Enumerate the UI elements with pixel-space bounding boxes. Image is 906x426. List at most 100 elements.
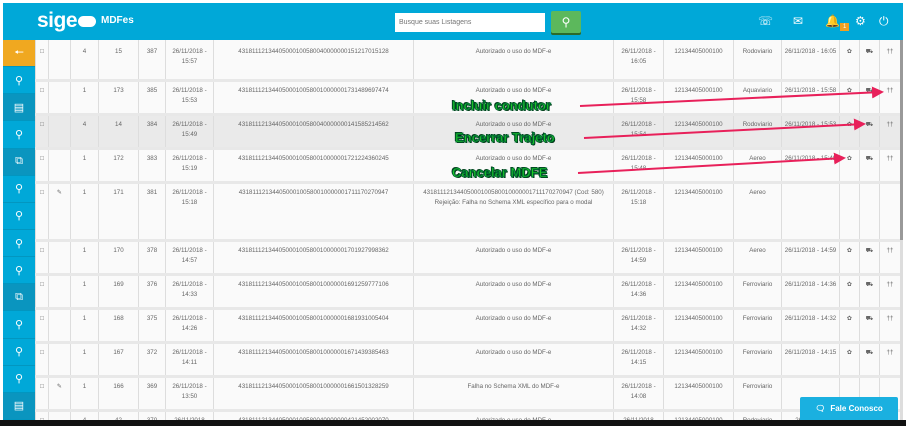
chat-icon: 🗨 xyxy=(815,404,826,413)
cell-numero: 14 xyxy=(98,112,139,149)
add-driver-icon[interactable]: †† xyxy=(879,40,901,81)
table-row[interactable]: □ 1 168 375 26/11/2018 - 14:26 43181112134405… xyxy=(35,306,901,343)
row-checkbox[interactable]: □ xyxy=(35,180,49,241)
cell-cnpj: 12134405000100 xyxy=(663,272,734,309)
cancel-mdfe-icon[interactable]: ✿ xyxy=(839,340,860,377)
edit-icon[interactable]: ✎ xyxy=(48,374,71,411)
truck-icon[interactable]: ⛟ xyxy=(859,272,880,309)
search-input[interactable] xyxy=(395,13,545,32)
row-checkbox[interactable]: □ xyxy=(35,238,49,275)
add-driver-icon[interactable]: †† xyxy=(879,272,901,309)
cell-data-autorizacao: 26/11/2018 - 14:15 xyxy=(613,340,664,377)
cancel-mdfe-icon[interactable]: ✿ xyxy=(839,306,860,343)
add-driver-icon[interactable]: †† xyxy=(879,238,901,275)
sidebar-item-document[interactable]: ▤ xyxy=(3,392,35,420)
search-icon: ⚲ xyxy=(14,183,24,196)
sidebar-item-search[interactable]: ⚲ xyxy=(3,175,35,203)
row-checkbox[interactable]: □ xyxy=(35,146,49,183)
table-row[interactable]: □ 1 169 376 26/11/2018 - 14:33 43181112134405… xyxy=(35,272,901,309)
cell-data-autorizacao: 26/11/2018 xyxy=(613,408,664,420)
cell-data-autorizacao: 26/11/2018 - 15:58 xyxy=(613,78,664,115)
cancel-mdfe-icon[interactable]: ✿ xyxy=(839,272,860,309)
table-row[interactable]: □ 1 173 385 26/11/2018 - 15:53 43181112134405… xyxy=(35,78,901,115)
truck-icon[interactable]: ⛟ xyxy=(859,112,880,149)
table-row[interactable]: □ 1 167 372 26/11/2018 - 14:11 43181112134405… xyxy=(35,340,901,377)
sidebar-item-search[interactable]: ⚲ xyxy=(3,365,35,393)
sidebar-item-search[interactable]: ⚲ xyxy=(3,229,35,258)
cell-status: Autorizado o uso do MDF-e xyxy=(413,340,614,377)
row-checkbox[interactable]: □ xyxy=(35,272,49,309)
sidebar-item-search[interactable]: ⚲ xyxy=(3,202,35,230)
row-checkbox[interactable]: □ xyxy=(35,40,49,81)
table-row[interactable]: □ ✎ 1 166 369 26/11/2018 - 13:50 4318111213440… xyxy=(35,374,901,411)
sidebar-item-export[interactable]: ⧉ xyxy=(3,284,35,312)
add-driver-icon[interactable]: †† xyxy=(879,78,901,115)
cancel-mdfe-icon[interactable]: ✿ xyxy=(839,78,860,115)
table-row[interactable]: □ 1 170 378 26/11/2018 - 14:57 43181112134405… xyxy=(35,238,901,275)
add-driver-icon[interactable]: †† xyxy=(879,146,901,183)
table-row[interactable]: □ 4 42 370 26/11/2018 43181112134405000100580… xyxy=(35,408,901,420)
truck-icon[interactable]: ⛟ xyxy=(859,78,880,115)
mail-icon[interactable]: ✉ xyxy=(793,14,804,28)
cancel-mdfe-icon[interactable]: ✿ xyxy=(839,40,860,81)
search-icon: ⚲ xyxy=(14,210,24,223)
truck-icon[interactable]: ⛟ xyxy=(859,146,880,183)
truck-icon[interactable]: ⛟ xyxy=(859,238,880,275)
logo: sige xyxy=(37,9,97,33)
row-checkbox[interactable]: □ xyxy=(35,340,49,377)
cell-data-emissao: 26/11/2018 - 15:49 xyxy=(165,112,214,149)
add-driver-icon[interactable]: †† xyxy=(879,112,901,149)
sidebar-item-arrow-left[interactable]: 🠔 xyxy=(3,40,35,68)
row-checkbox[interactable]: □ xyxy=(35,408,49,420)
cell-sequencia: 378 xyxy=(138,238,166,275)
cell-sequencia: 376 xyxy=(138,272,166,309)
cell-cnpj: 12134405000100 xyxy=(663,112,734,149)
cell-cnpj: 12134405000100 xyxy=(663,146,734,183)
row-checkbox[interactable]: □ xyxy=(35,306,49,343)
scrollbar[interactable] xyxy=(900,40,903,420)
gear-icon[interactable]: ⚙ xyxy=(855,14,866,28)
cell-chave: 4318111213440500010058001000000166150132… xyxy=(213,374,414,411)
annotation-cancelar-mdfe: Cancelar MDFE xyxy=(451,165,548,180)
search-button[interactable]: ⚲ xyxy=(551,11,581,33)
cancel-mdfe-icon[interactable]: ✿ xyxy=(839,112,860,149)
cell-data-evento: 26/11/2018 - 14:36 xyxy=(781,272,840,309)
truck-icon[interactable]: ⛟ xyxy=(859,340,880,377)
row-checkbox[interactable]: □ xyxy=(35,374,49,411)
cell-cnpj: 12134405000100 xyxy=(663,374,734,411)
cell-data-evento: 26/11/2018 - 14:32 xyxy=(781,306,840,343)
cancel-mdfe-icon[interactable]: ✿ xyxy=(839,238,860,275)
sidebar-item-search[interactable]: ⚲ xyxy=(3,311,35,339)
truck-icon[interactable]: ⛟ xyxy=(859,40,880,81)
row-checkbox[interactable]: □ xyxy=(35,112,49,149)
cell-numero: 170 xyxy=(98,238,139,275)
cell-data-emissao: 26/11/2018 - 15:19 xyxy=(165,146,214,183)
scrollbar-thumb[interactable] xyxy=(900,40,903,240)
add-driver-icon[interactable]: †† xyxy=(879,340,901,377)
table-row[interactable]: □ ✎ 1 171 381 26/11/2018 - 15:18 4318111213440… xyxy=(35,180,901,241)
sidebar-item-search[interactable]: ⚲ xyxy=(3,67,35,95)
empty-cell xyxy=(859,180,880,241)
phone-icon[interactable]: ☏ xyxy=(758,14,774,28)
fale-conosco-button[interactable]: 🗨 Fale Conosco xyxy=(800,397,898,420)
cell-serie: 1 xyxy=(70,78,99,115)
sidebar-item-search[interactable]: ⚲ xyxy=(3,257,35,285)
power-icon[interactable]: ⏻ xyxy=(879,14,889,28)
cell-chave: 4318111213440500010058001000000171117027… xyxy=(213,180,414,241)
table-row[interactable]: □ 4 15 387 26/11/2018 - 15:57 431811121344050… xyxy=(35,40,901,81)
edit-icon[interactable]: ✎ xyxy=(48,180,71,241)
add-driver-icon[interactable]: †† xyxy=(879,306,901,343)
cell-data-emissao: 26/11/2018 - 14:33 xyxy=(165,272,214,309)
truck-icon[interactable]: ⛟ xyxy=(859,306,880,343)
annotation-encerrar-trajeto: Encerrar Trajeto xyxy=(455,130,556,145)
cell-status: Autorizado o uso do MDF-e xyxy=(413,78,614,115)
cancel-mdfe-icon[interactable]: ✿ xyxy=(839,146,860,183)
sidebar-item-search[interactable]: ⚲ xyxy=(3,121,35,149)
document-icon: ▤ xyxy=(13,101,25,114)
cell-data-autorizacao: 26/11/2018 - 14:32 xyxy=(613,306,664,343)
sidebar-item-search[interactable]: ⚲ xyxy=(3,338,35,366)
bell-icon[interactable]: 🔔 xyxy=(825,14,840,28)
row-checkbox[interactable]: □ xyxy=(35,78,49,115)
sidebar-item-export[interactable]: ⧉ xyxy=(3,148,35,176)
sidebar-item-document[interactable]: ▤ xyxy=(3,94,35,122)
